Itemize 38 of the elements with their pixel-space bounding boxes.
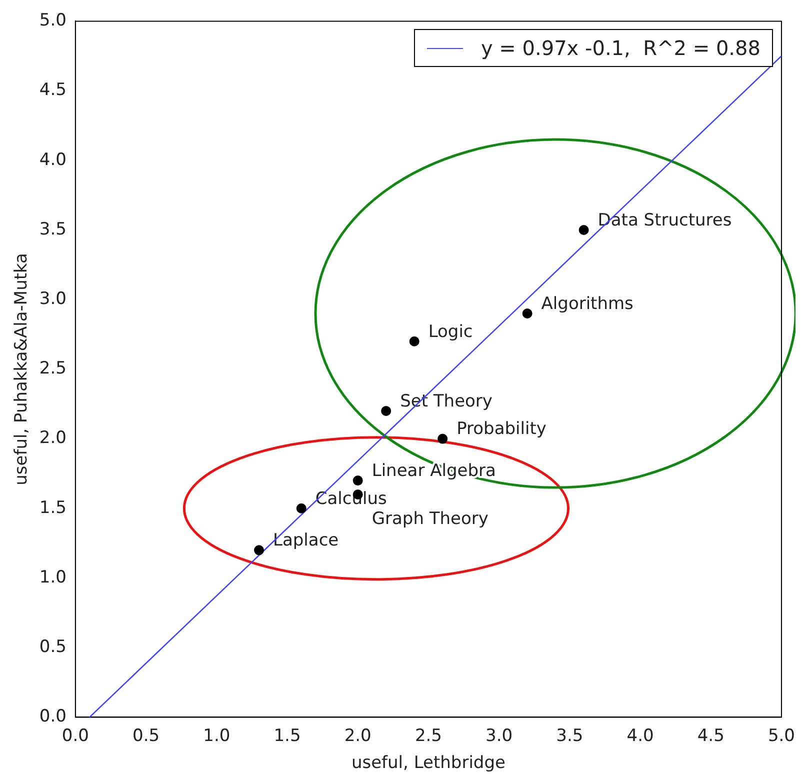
y-tick-label: 2.5 bbox=[39, 358, 66, 379]
x-tick-label: 5.0 bbox=[768, 726, 796, 746]
x-tick-label: 1.0 bbox=[203, 726, 230, 746]
point bbox=[296, 503, 306, 514]
point bbox=[522, 308, 532, 319]
point bbox=[254, 545, 264, 556]
x-tick-label: 1.5 bbox=[274, 726, 301, 746]
point bbox=[409, 336, 420, 346]
x-tick-label: 4.0 bbox=[626, 726, 654, 746]
annotation: Algorithms bbox=[541, 294, 634, 314]
point bbox=[381, 406, 392, 416]
x-tick-label: 0.0 bbox=[62, 726, 89, 746]
x-tick-label: 4.5 bbox=[697, 726, 724, 746]
x-tick-label: 3.5 bbox=[556, 726, 584, 746]
x-tick-label: 0.5 bbox=[132, 726, 160, 746]
annotation: Laplace bbox=[273, 530, 339, 551]
y-tick-label: 5.0 bbox=[39, 10, 66, 31]
y-tick-label: 3.0 bbox=[39, 289, 66, 310]
x-axis-title: useful, Lethbridge bbox=[351, 753, 506, 774]
legend-label: y = 0.97x -0.1, R^2 = 0.88 bbox=[480, 36, 760, 60]
annotation: Logic bbox=[428, 322, 473, 342]
annotation: Graph Theory bbox=[372, 508, 488, 529]
point bbox=[438, 434, 448, 444]
y-tick-label: 0.0 bbox=[39, 706, 66, 727]
y-tick-label: 0.5 bbox=[39, 637, 66, 658]
annotation: Probability bbox=[456, 419, 546, 440]
x-tick-label: 3.0 bbox=[486, 726, 513, 746]
y-tick-label: 4.5 bbox=[39, 80, 66, 100]
y-tick-label: 1.5 bbox=[39, 498, 66, 518]
y-axis-title: useful, Puhakka&Ala-Mutka bbox=[12, 253, 32, 486]
y-tick-label: 4.0 bbox=[39, 150, 66, 170]
x-tick-label: 2.0 bbox=[344, 726, 372, 746]
point bbox=[578, 225, 589, 235]
y-tick-label: 3.5 bbox=[39, 219, 66, 240]
x-tick-label: 2.5 bbox=[414, 726, 442, 746]
y-tick-label: 2.0 bbox=[39, 428, 66, 448]
y-tick-label: 1.0 bbox=[39, 567, 66, 588]
point bbox=[352, 476, 363, 486]
